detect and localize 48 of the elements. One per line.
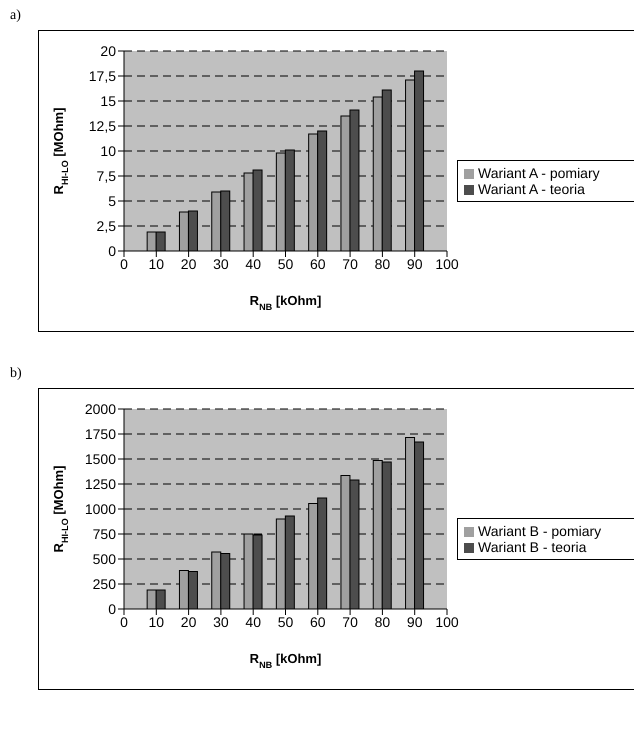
y-tick-label: 1750 [84,426,116,442]
text: 2,5 [96,218,116,234]
x-tick-label: 30 [213,614,229,630]
y-tick-label: 1000 [84,500,116,517]
legend-label: Wariant B - pomiary [478,523,602,539]
x-tick-label: 0 [120,614,128,630]
legend-label: Wariant B - teoria [478,539,586,555]
x-tick-label: 100 [435,614,459,630]
x-tick-label: 10 [148,256,164,272]
x-tick-label: 30 [213,256,229,272]
legend-label: Wariant A - teoria [478,181,585,197]
y-tick-label: 750 [92,526,116,542]
x-tick-label: 40 [245,614,262,630]
y-tick-label: 1500 [84,450,116,467]
x-tick-label: 40 [245,256,262,272]
x-tick-label: 20 [180,614,197,630]
y-tick-label: 1250 [84,476,116,492]
x-tick-label: 80 [374,256,390,272]
x-tick-label: 90 [406,256,423,272]
x-tick-label: 50 [278,256,294,272]
chart-title: a) [10,8,22,24]
y-tick-label: 250 [92,576,116,592]
y-tick-label: 0 [108,242,116,259]
text: 7,5 [96,168,116,184]
x-tick-label: 80 [374,614,390,630]
x-tick-label: 60 [310,614,326,630]
y-tick-label: 0 [108,600,116,617]
x-axis-title: R$_{NB}$ [kOhm] [250,651,322,670]
x-tick-label: 70 [342,256,358,272]
y-tick-label: 10 [100,142,116,159]
y-tick-label: 500 [92,550,116,567]
x-tick-label: 50 [278,614,294,630]
text: 12,5 [88,118,116,134]
legend-label: Wariant A - pomiary [478,165,600,181]
x-tick-label: 70 [342,614,358,630]
x-axis-title: R$_{NB}$ [kOhm] [250,293,322,312]
text: 17,5 [88,68,116,84]
x-tick-label: 20 [180,256,197,272]
y-tick-label: 2000 [84,400,116,417]
y-tick-label: 20 [100,42,116,59]
x-tick-label: 0 [120,256,128,272]
x-tick-label: 60 [310,256,326,272]
x-tick-label: 90 [406,614,423,630]
x-tick-label: 100 [435,256,459,272]
chart-title: b) [10,366,23,382]
y-tick-label: 5 [108,192,116,209]
x-tick-label: 10 [148,614,164,630]
y-tick-label: 15 [100,92,116,109]
